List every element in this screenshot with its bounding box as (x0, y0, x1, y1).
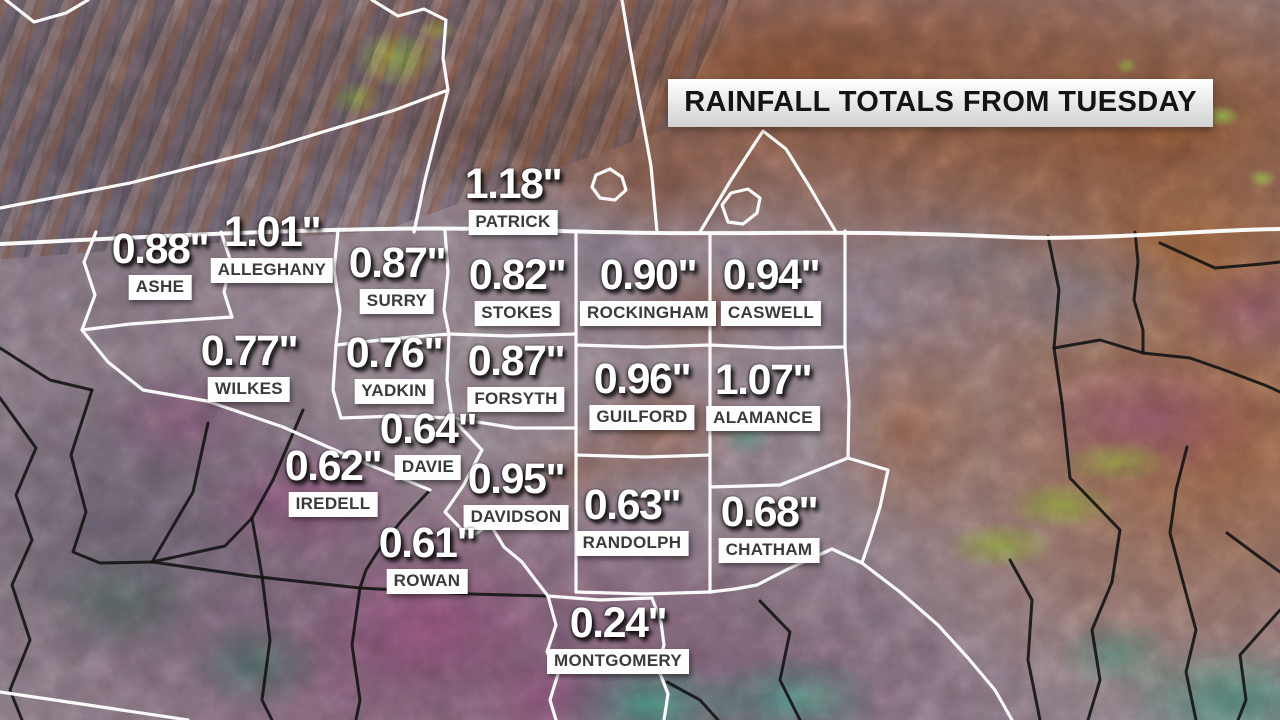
county-name: ALLEGHANY (210, 258, 334, 284)
county-name: MONTGOMERY (547, 649, 689, 675)
county-name: SURRY (359, 289, 435, 315)
county-label: 0.64" DAVIE (379, 405, 478, 481)
rainfall-value: 0.95" (467, 455, 566, 503)
rainfall-value: 0.62" (284, 442, 383, 490)
nc-va-state-line (0, 226, 1280, 246)
county-label: 0.61" ROWAN (378, 519, 477, 595)
county-label: 0.87" FORSYTH (467, 337, 566, 413)
county-name: ALAMANCE (706, 406, 820, 432)
county-borders-black (0, 230, 1280, 720)
county-name: ROWAN (386, 569, 468, 595)
rainfall-value: 0.88" (111, 225, 210, 273)
rainfall-value: 0.96" (593, 355, 692, 403)
county-name: CHATHAM (718, 538, 820, 564)
rainfall-value: 1.07" (714, 356, 813, 404)
county-label: 1.07" ALAMANCE (706, 356, 820, 432)
county-label: 1.01" ALLEGHANY (210, 208, 334, 284)
rainfall-value: 0.87" (467, 337, 566, 385)
county-label: 0.62" IREDELL (284, 442, 383, 518)
rainfall-value: 0.77" (200, 327, 299, 375)
county-label: 0.88" ASHE (111, 225, 210, 301)
county-label: 0.87" SURRY (348, 239, 447, 315)
county-label: 0.24" MONTGOMERY (547, 599, 689, 675)
rainfall-value: 0.24" (569, 599, 668, 647)
county-name: DAVIDSON (463, 505, 569, 531)
county-label: 1.18" PATRICK (464, 160, 563, 236)
county-name: IREDELL (288, 492, 378, 518)
county-name: GUILFORD (589, 405, 695, 431)
county-label: 0.76" YADKIN (345, 329, 444, 405)
county-label: 0.63" RANDOLPH (575, 481, 689, 557)
county-name: RANDOLPH (575, 531, 689, 557)
county-label: 0.96" GUILFORD (589, 355, 695, 431)
rainfall-value: 0.87" (348, 239, 447, 287)
rainfall-value: 0.63" (583, 481, 682, 529)
county-name: WILKES (208, 377, 290, 403)
county-name: ASHE (128, 275, 192, 301)
county-name: CASWELL (720, 301, 822, 327)
rainfall-value: 1.01" (223, 208, 322, 256)
county-name: DAVIE (394, 455, 462, 481)
county-label: 0.68" CHATHAM (718, 488, 820, 564)
rainfall-value: 0.94" (722, 251, 821, 299)
county-name: FORSYTH (467, 387, 565, 413)
county-label: 0.94" CASWELL (720, 251, 822, 327)
county-label: 0.95" DAVIDSON (463, 455, 569, 531)
county-label: 0.82" STOKES (468, 251, 567, 327)
rainfall-value: 0.90" (599, 251, 698, 299)
county-name: ROCKINGHAM (580, 301, 716, 327)
rainfall-value: 1.18" (464, 160, 563, 208)
rainfall-value: 0.68" (720, 488, 819, 536)
county-label: 0.90" ROCKINGHAM (580, 251, 716, 327)
rainfall-value: 0.61" (378, 519, 477, 567)
rainfall-value: 0.64" (379, 405, 478, 453)
title-banner: RAINFALL TOTALS FROM TUESDAY (668, 79, 1213, 127)
county-name: YADKIN (354, 379, 434, 405)
rainfall-value: 0.82" (468, 251, 567, 299)
county-name: PATRICK (468, 210, 558, 236)
title-text: RAINFALL TOTALS FROM TUESDAY (684, 86, 1197, 118)
rainfall-value: 0.76" (345, 329, 444, 377)
county-name: STOKES (474, 301, 560, 327)
county-label: 0.77" WILKES (200, 327, 299, 403)
